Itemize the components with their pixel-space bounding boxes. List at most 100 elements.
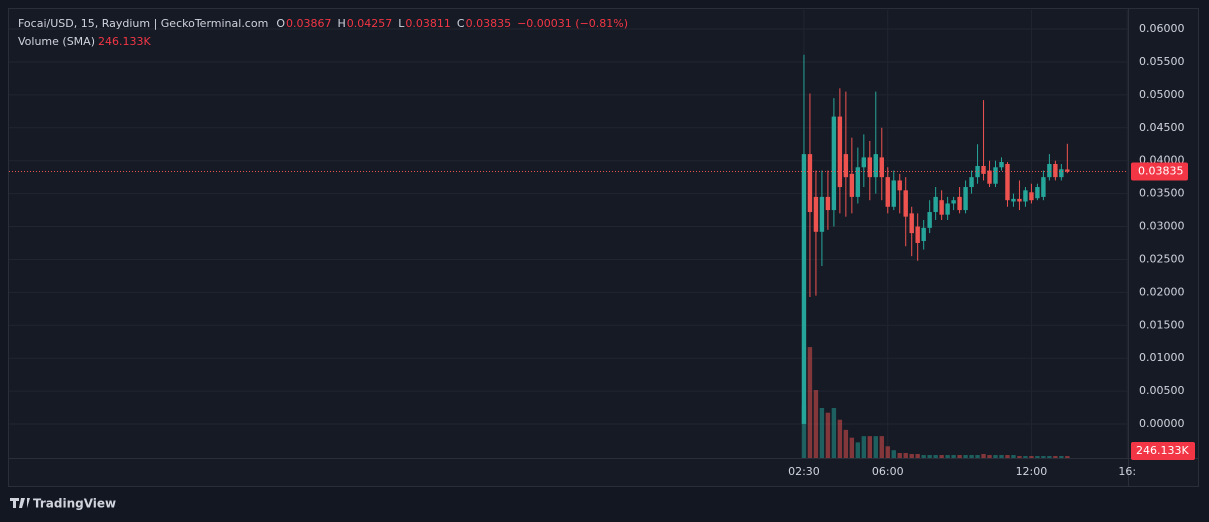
volume-bar [831, 408, 837, 458]
legend: Focai/USD, 15, Raydium | GeckoTerminal.c… [18, 17, 628, 48]
volume-bar [891, 450, 896, 458]
y-tick-label: 0.05500 [1139, 55, 1185, 68]
candle-body [909, 213, 914, 234]
volume-bar [1059, 456, 1064, 458]
candle-body [1059, 169, 1064, 178]
candle-body [849, 173, 855, 197]
volume-bar [957, 455, 962, 458]
candle-body [813, 196, 819, 232]
volume-bar [981, 454, 986, 458]
last-price-box [1131, 162, 1188, 181]
y-tick-label: 0.01500 [1139, 318, 1185, 331]
volume-bar [1035, 456, 1040, 458]
candle-body [975, 165, 980, 178]
volume-bar [879, 436, 884, 458]
volume-bar [909, 454, 914, 458]
change: −0.00031 (−0.81%) [517, 17, 628, 30]
volume-bar [801, 404, 807, 458]
chart-panel [8, 8, 1199, 487]
candle-body [897, 180, 902, 191]
candle-body [933, 196, 938, 213]
y-tick-label: 0.01000 [1139, 351, 1185, 364]
volume-bar [1023, 456, 1028, 458]
volume-bar [855, 442, 861, 458]
y-tick-label: 0.02500 [1139, 252, 1185, 265]
volume-bar [825, 412, 831, 458]
volume-bar [921, 455, 926, 458]
y-tick-label: 0.00500 [1139, 384, 1185, 397]
candle-body [843, 154, 849, 178]
volume-bar [963, 455, 968, 458]
y-tick-label: 0.00000 [1139, 417, 1185, 430]
candle-body [903, 190, 908, 217]
volume-bar [1041, 456, 1046, 458]
tv-logo [10, 498, 30, 508]
candle-body [915, 226, 920, 243]
volume-value: 246.133K [98, 35, 151, 48]
ohlc-value: 0.03835 [466, 17, 512, 30]
candle-body [1017, 198, 1022, 202]
candle-body [855, 167, 861, 197]
volume-bar [969, 455, 974, 458]
volume-bar [933, 455, 938, 458]
candle-body [927, 212, 932, 228]
volume-bar [927, 455, 932, 458]
volume-bar [861, 436, 867, 458]
symbol: Focai/USD, 15, Raydium | GeckoTerminal.c… [18, 17, 268, 30]
volume-bar [951, 455, 956, 458]
candle-body [837, 116, 843, 188]
candle-body [801, 154, 807, 424]
volume-bar [807, 347, 813, 458]
volume-bar [975, 455, 980, 458]
volume-bar [993, 455, 998, 458]
last-price-label: 0.03835 [1138, 165, 1184, 178]
volume-bar [843, 429, 849, 458]
candle-body [981, 165, 986, 174]
volume-bar [999, 455, 1004, 458]
candle-body [1047, 163, 1052, 178]
candle-body [963, 187, 968, 211]
x-tick-label: 02:30 [788, 465, 820, 478]
volume-bar [939, 455, 944, 458]
candle-body [831, 116, 837, 211]
volume-bar [987, 455, 992, 458]
candle-body [879, 157, 884, 178]
last-volume-box [1131, 442, 1195, 460]
candle-body [819, 196, 825, 232]
volume-bar [1029, 456, 1034, 458]
candle-body [1029, 192, 1034, 201]
brand-name: TradingView [33, 497, 116, 511]
candle-body [951, 200, 956, 204]
x-tick-label: 06:00 [872, 465, 904, 478]
candle-body [1005, 163, 1010, 201]
volume-bar [1011, 455, 1016, 458]
candle-body [921, 227, 926, 242]
volume-bar [885, 446, 890, 458]
volume-bar [945, 455, 950, 458]
y-tick-label: 0.02000 [1139, 285, 1185, 298]
ohlc-key: H [337, 17, 345, 30]
volume-bar [1047, 456, 1052, 458]
candle-body [999, 162, 1004, 168]
y-tick-label: 0.05000 [1139, 88, 1185, 101]
marks: 0.03835 246.133K [9, 54, 1195, 460]
volume-bar [819, 408, 825, 458]
ohlc-key: L [398, 17, 405, 30]
candle-body [873, 154, 878, 178]
branding: TradingView [10, 497, 116, 511]
candle-body [957, 196, 962, 211]
x-tick-label: 12:00 [1016, 465, 1048, 478]
y-tick-label: 0.04500 [1139, 121, 1185, 134]
volume-bar [915, 454, 920, 458]
y-tick-label: 0.03000 [1139, 220, 1185, 233]
ohlc-value: 0.03811 [405, 17, 451, 30]
candle-body [1035, 187, 1040, 199]
candle-body [1053, 163, 1058, 178]
candle-body [969, 177, 974, 188]
candle-body [987, 170, 992, 184]
volume-bar [903, 453, 908, 458]
candle-body [825, 196, 831, 211]
candle-body [1011, 198, 1016, 202]
